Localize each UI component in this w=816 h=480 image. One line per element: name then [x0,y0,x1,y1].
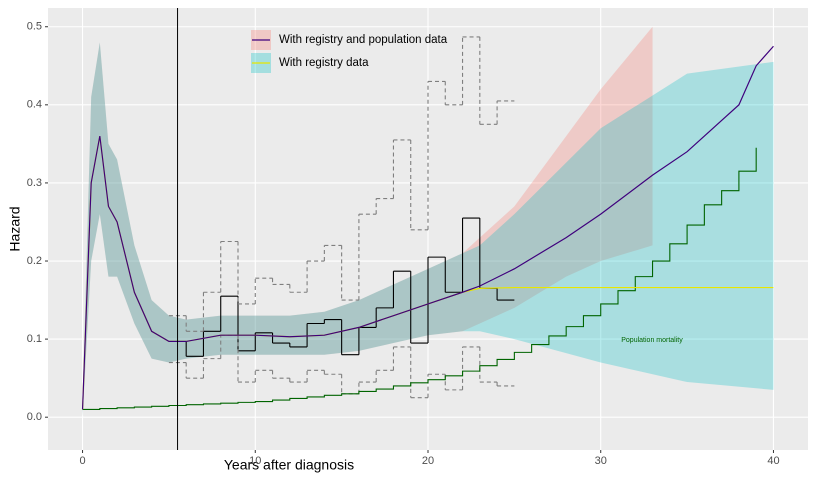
confidence-band [82,26,653,418]
y-tick-label: 0.2 [27,255,42,267]
x-tick-label: 30 [595,455,607,467]
x-tick-label: 0 [79,455,85,467]
legend-label: With registry data [279,57,369,69]
x-axis-title: Years after diagnosis [224,457,354,473]
y-tick-label: 0.0 [27,411,42,423]
annotation: Population mortality [621,337,683,344]
y-tick-label: 0.1 [27,333,42,345]
x-tick-label: 40 [767,455,779,467]
y-axis-title: Hazard [7,206,23,251]
hazard-line [81,45,774,410]
y-tick-label: 0.4 [27,99,42,111]
y-tick-label: 0.3 [27,177,42,189]
x-tick-label: 20 [422,455,434,467]
legend-label: With registry and population data [279,34,448,46]
population-line [82,147,757,410]
y-tick-label: 0.5 [27,21,42,33]
confidence-band [82,42,774,418]
x-tick-label: 10 [249,455,261,467]
